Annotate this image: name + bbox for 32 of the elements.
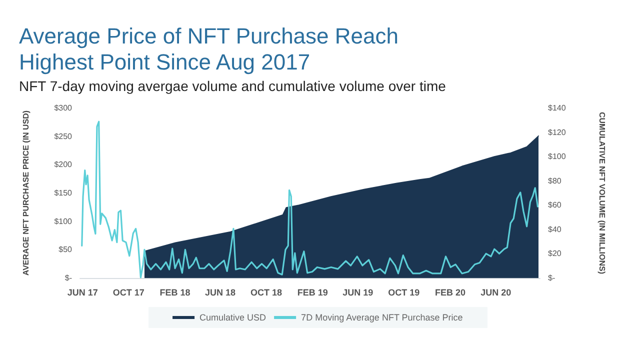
y2-tick-label: $40 (548, 224, 562, 234)
y-tick-label: $- (64, 274, 72, 282)
y2-tick-label: $80 (548, 176, 562, 186)
y2-tick-label: $120 (548, 128, 566, 137)
x-tick-label: JUN 17 (67, 288, 98, 298)
x-tick-label: FEB 20 (435, 288, 466, 298)
y2-tick-label: $140 (548, 104, 566, 112)
x-tick-label: OCT 18 (250, 288, 282, 298)
x-tick-label: FEB 18 (160, 288, 190, 298)
y2-tick-label: $- (548, 274, 556, 282)
y2-axis-title: CUMULATIVE NFT VOLUME (IN MILLIONS) (598, 112, 606, 274)
x-tick-label: OCT 17 (112, 288, 144, 298)
y-tick-label: $200 (54, 160, 73, 170)
y-tick-label: $50 (58, 245, 73, 254)
x-tick-label: FEB 19 (297, 288, 328, 298)
y2-tick-label: $60 (548, 200, 562, 210)
y2-tick-label: $100 (548, 152, 566, 162)
y-axis-title: AVERAGE NFT PURCHASE PRICE (IN USD) (22, 110, 30, 276)
chart-subtitle: NFT 7-day moving avergae volume and cumulative volume over time (19, 78, 446, 94)
x-tick-label: JUN 20 (480, 288, 512, 298)
legend-label: 7D Moving Average NFT Purchase Price (301, 312, 463, 322)
x-tick-label: JUN 19 (342, 288, 374, 298)
x-tick-label: OCT 19 (388, 288, 420, 298)
y-tick-label: $250 (54, 132, 73, 141)
y-tick-label: $300 (54, 104, 73, 112)
x-tick-label: JUN 18 (205, 288, 236, 298)
line-series (81, 120, 539, 278)
y-tick-label: $150 (54, 188, 73, 198)
y2-tick-label: $20 (548, 249, 562, 258)
chart-title: Average Price of NFT Purchase Reach Highest Point Since Aug 2017 (19, 24, 405, 74)
y-tick-label: $100 (54, 216, 73, 226)
legend-label: Cumulative USD (200, 312, 267, 322)
